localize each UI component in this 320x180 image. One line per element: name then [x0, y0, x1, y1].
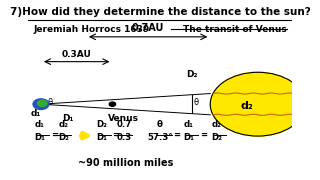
Text: d₂: d₂	[59, 120, 68, 129]
Text: 0.3: 0.3	[117, 133, 132, 142]
Text: =: =	[112, 131, 119, 140]
Text: 0.7AU: 0.7AU	[132, 23, 164, 33]
Text: 0.3AU: 0.3AU	[62, 50, 92, 59]
Text: 0.7: 0.7	[116, 120, 132, 129]
Text: =: =	[52, 131, 59, 140]
Text: θ: θ	[157, 120, 163, 129]
Text: 7)How did they determine the distance to the sun?: 7)How did they determine the distance to…	[10, 7, 310, 17]
Text: D₁: D₁	[34, 133, 45, 142]
Text: =: =	[200, 131, 208, 140]
Text: θ: θ	[48, 98, 53, 107]
Text: d₂: d₂	[212, 120, 222, 129]
Text: 57.3°: 57.3°	[147, 133, 173, 142]
Text: The transit of Venus: The transit of Venus	[183, 25, 287, 34]
Text: D₁: D₁	[184, 133, 195, 142]
Text: D₁: D₁	[96, 133, 107, 142]
Text: D₂: D₂	[96, 120, 107, 129]
Text: D₂: D₂	[212, 133, 222, 142]
Text: θ: θ	[194, 98, 199, 107]
Text: ~90 million miles: ~90 million miles	[78, 158, 173, 168]
Circle shape	[37, 100, 47, 107]
Text: D₂: D₂	[58, 133, 69, 142]
Text: Jeremiah Horrocs 1639: Jeremiah Horrocs 1639	[33, 25, 149, 34]
Circle shape	[109, 102, 116, 106]
Circle shape	[210, 72, 306, 136]
Text: d₁: d₁	[35, 120, 45, 129]
Text: d₁: d₁	[30, 109, 41, 118]
Text: Venus: Venus	[108, 114, 139, 123]
Text: d₂: d₂	[241, 101, 254, 111]
Text: d₁: d₁	[184, 120, 194, 129]
Text: D₁: D₁	[62, 114, 73, 123]
Text: D₂: D₂	[186, 70, 197, 79]
Text: =: =	[173, 131, 180, 140]
Circle shape	[33, 99, 49, 109]
